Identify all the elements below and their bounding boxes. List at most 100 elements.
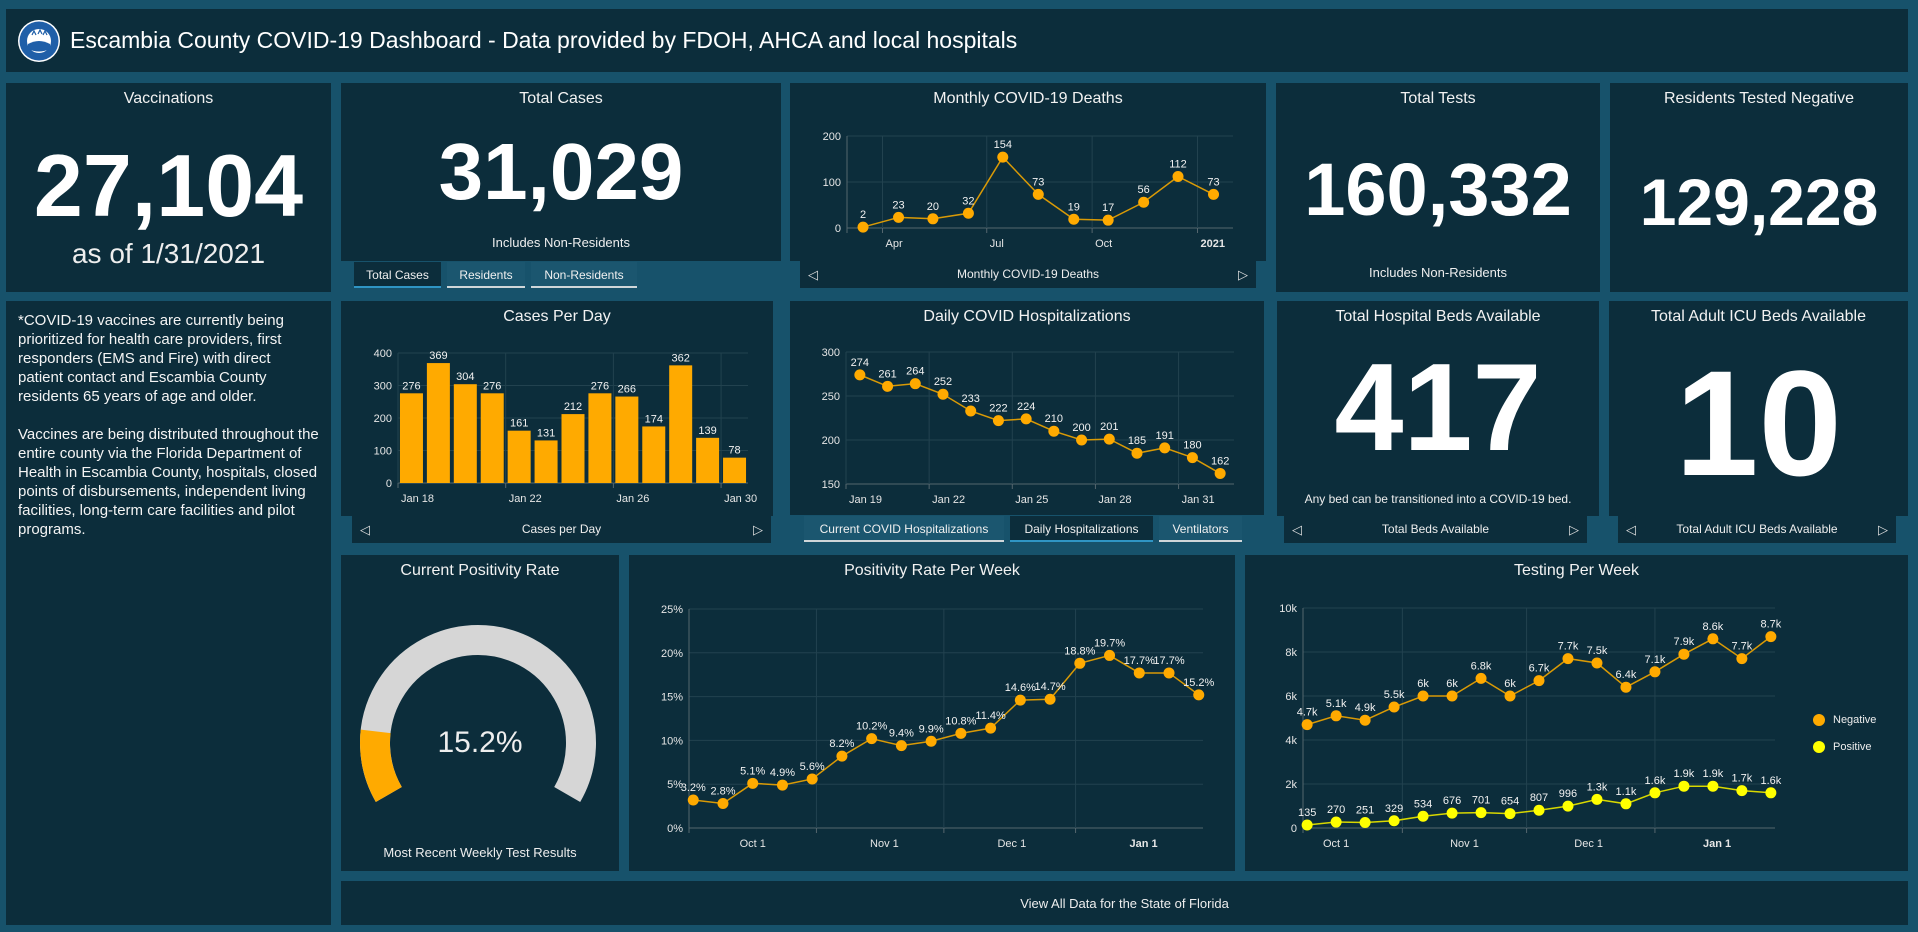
data-point[interactable] <box>1504 808 1516 820</box>
bar[interactable] <box>642 426 666 483</box>
data-point[interactable] <box>1044 693 1056 705</box>
data-point[interactable] <box>992 415 1004 427</box>
bar[interactable] <box>669 365 693 483</box>
data-point[interactable] <box>1707 780 1719 792</box>
data-point[interactable] <box>1359 816 1371 828</box>
bar[interactable] <box>723 457 747 483</box>
data-point[interactable] <box>1104 649 1116 661</box>
data-point[interactable] <box>1103 433 1115 445</box>
data-point[interactable] <box>717 797 729 809</box>
data-point[interactable] <box>806 773 818 785</box>
data-point[interactable] <box>1678 648 1690 660</box>
data-point[interactable] <box>955 727 967 739</box>
bar[interactable] <box>507 430 531 483</box>
data-point[interactable] <box>909 378 921 390</box>
data-point[interactable] <box>985 722 997 734</box>
data-point[interactable] <box>1301 719 1313 731</box>
data-point[interactable] <box>1208 188 1220 200</box>
data-point[interactable] <box>965 405 977 417</box>
data-point[interactable] <box>1359 714 1371 726</box>
data-point[interactable] <box>1020 413 1032 425</box>
data-point[interactable] <box>854 369 866 381</box>
tab-daily-hospitalizations[interactable]: Daily Hospitalizations <box>1010 516 1153 542</box>
data-point[interactable] <box>1301 819 1313 831</box>
next-arrow-icon[interactable]: ▷ <box>1238 267 1248 282</box>
data-point[interactable] <box>1417 690 1429 702</box>
data-point[interactable] <box>1446 807 1458 819</box>
data-point[interactable] <box>1133 667 1145 679</box>
data-point[interactable] <box>962 207 974 219</box>
data-point[interactable] <box>1591 793 1603 805</box>
bar[interactable] <box>588 393 612 483</box>
data-point[interactable] <box>776 779 788 791</box>
legend-item-negative[interactable]: Negative <box>1813 714 1876 726</box>
data-point[interactable] <box>1620 798 1632 810</box>
data-point[interactable] <box>866 733 878 745</box>
tab-total-cases[interactable]: Total Cases <box>354 262 441 288</box>
data-point[interactable] <box>857 221 869 233</box>
data-point[interactable] <box>1649 666 1661 678</box>
data-point[interactable] <box>1131 447 1143 459</box>
data-point[interactable] <box>1475 672 1487 684</box>
previous-arrow-icon[interactable]: ◁ <box>808 267 818 282</box>
data-point[interactable] <box>1475 807 1487 819</box>
data-point[interactable] <box>1765 631 1777 643</box>
bar[interactable] <box>399 393 423 483</box>
next-arrow-icon[interactable]: ▷ <box>753 522 763 537</box>
data-point[interactable] <box>1014 694 1026 706</box>
data-point[interactable] <box>1736 653 1748 665</box>
data-point[interactable] <box>1417 810 1429 822</box>
data-point[interactable] <box>925 735 937 747</box>
data-point[interactable] <box>1562 800 1574 812</box>
bar[interactable] <box>615 396 639 483</box>
data-point[interactable] <box>1193 689 1205 701</box>
legend-item-positive[interactable]: Positive <box>1813 741 1872 753</box>
tab-non-residents[interactable]: Non-Residents <box>531 262 637 288</box>
previous-arrow-icon[interactable]: ◁ <box>360 522 370 537</box>
bar[interactable] <box>561 414 585 483</box>
data-point[interactable] <box>1068 213 1080 225</box>
data-point[interactable] <box>1736 785 1748 797</box>
data-point[interactable] <box>1163 667 1175 679</box>
florida-data-link-label[interactable]: View All Data for the State of Florida <box>1020 895 1229 911</box>
data-point[interactable] <box>836 750 848 762</box>
data-point[interactable] <box>895 740 907 752</box>
data-point[interactable] <box>1186 452 1198 464</box>
tab-ventilators[interactable]: Ventilators <box>1159 516 1242 542</box>
data-point[interactable] <box>1678 780 1690 792</box>
data-point[interactable] <box>1172 170 1184 182</box>
data-point[interactable] <box>747 777 759 789</box>
data-point[interactable] <box>997 151 1009 163</box>
data-point[interactable] <box>1446 690 1458 702</box>
data-point[interactable] <box>1138 196 1150 208</box>
next-arrow-icon[interactable]: ▷ <box>1569 522 1579 537</box>
data-point[interactable] <box>1504 690 1516 702</box>
data-point[interactable] <box>1330 816 1342 828</box>
data-point[interactable] <box>687 794 699 806</box>
data-point[interactable] <box>1214 467 1226 479</box>
data-point[interactable] <box>1765 787 1777 799</box>
data-point[interactable] <box>1562 653 1574 665</box>
data-point[interactable] <box>937 388 949 400</box>
data-point[interactable] <box>1102 214 1114 226</box>
data-point[interactable] <box>1388 815 1400 827</box>
bar[interactable] <box>696 437 720 483</box>
data-point[interactable] <box>893 211 905 223</box>
data-point[interactable] <box>1591 657 1603 669</box>
data-point[interactable] <box>882 380 894 392</box>
florida-data-link[interactable]: View All Data for the State of Florida <box>341 881 1908 925</box>
data-point[interactable] <box>1032 188 1044 200</box>
data-point[interactable] <box>1159 442 1171 454</box>
bar[interactable] <box>453 384 477 483</box>
bar[interactable] <box>426 363 450 483</box>
previous-arrow-icon[interactable]: ◁ <box>1292 522 1302 537</box>
data-point[interactable] <box>927 213 939 225</box>
data-point[interactable] <box>1330 710 1342 722</box>
bar[interactable] <box>480 393 504 483</box>
data-point[interactable] <box>1620 681 1632 693</box>
data-point[interactable] <box>1074 657 1086 669</box>
bar[interactable] <box>534 440 558 483</box>
data-point[interactable] <box>1388 701 1400 713</box>
data-point[interactable] <box>1533 804 1545 816</box>
tab-current-hospitalizations[interactable]: Current COVID Hospitalizations <box>804 516 1004 542</box>
